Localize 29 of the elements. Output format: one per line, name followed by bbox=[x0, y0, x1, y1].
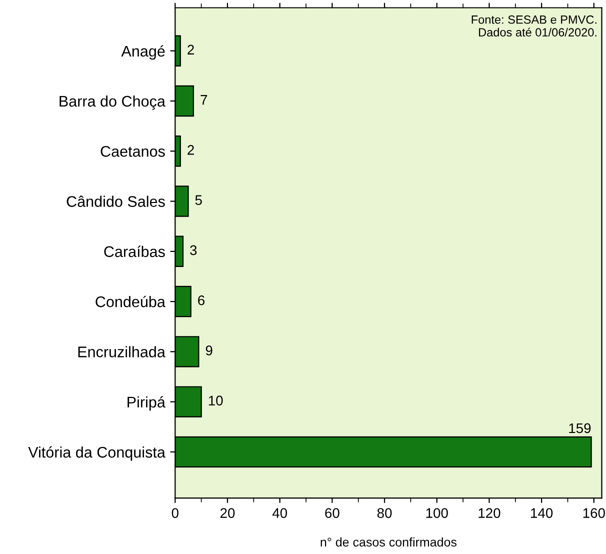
x-tick-label: 120 bbox=[478, 508, 500, 518]
y-tick-label: Caetanos bbox=[100, 146, 165, 157]
data-label: 159 bbox=[569, 423, 591, 434]
y-tick-label: Caraíbas bbox=[104, 246, 165, 258]
x-tick-label: 0 bbox=[172, 508, 178, 518]
data-label: 2 bbox=[188, 145, 194, 155]
x-axis-title: n° de casos confirmados bbox=[320, 537, 457, 547]
y-tick-label: Piripá bbox=[128, 396, 166, 411]
x-tick-label: 80 bbox=[377, 508, 392, 518]
x-tick-label: 160 bbox=[583, 508, 605, 518]
x-tick-label: 100 bbox=[426, 508, 448, 518]
x-tick-label: 140 bbox=[531, 508, 553, 518]
x-tick-label: 40 bbox=[272, 508, 288, 518]
x-tick-label: 60 bbox=[325, 508, 340, 518]
y-tick-label: Condeúba bbox=[96, 296, 166, 308]
data-label: 9 bbox=[206, 346, 212, 356]
y-tick-label: Barra do Choça bbox=[60, 95, 166, 110]
x-tick-label: 20 bbox=[220, 508, 235, 518]
data-label: 2 bbox=[188, 44, 194, 54]
y-tick-label: Vitória da Conquista bbox=[28, 446, 166, 461]
data-label: 3 bbox=[190, 245, 197, 256]
data-label: 5 bbox=[195, 195, 202, 205]
data-label: 10 bbox=[208, 396, 223, 406]
data-label: 6 bbox=[198, 295, 204, 306]
y-tick-label: Anagé bbox=[121, 45, 165, 60]
y-tick-label: Encruzilhada bbox=[78, 346, 166, 358]
annotation: Fonte: SESAB e PMVC. Dados até 01/06/2020. bbox=[472, 15, 596, 36]
data-label: 7 bbox=[200, 95, 208, 105]
y-tick-label: Cândido Sales bbox=[66, 196, 165, 207]
